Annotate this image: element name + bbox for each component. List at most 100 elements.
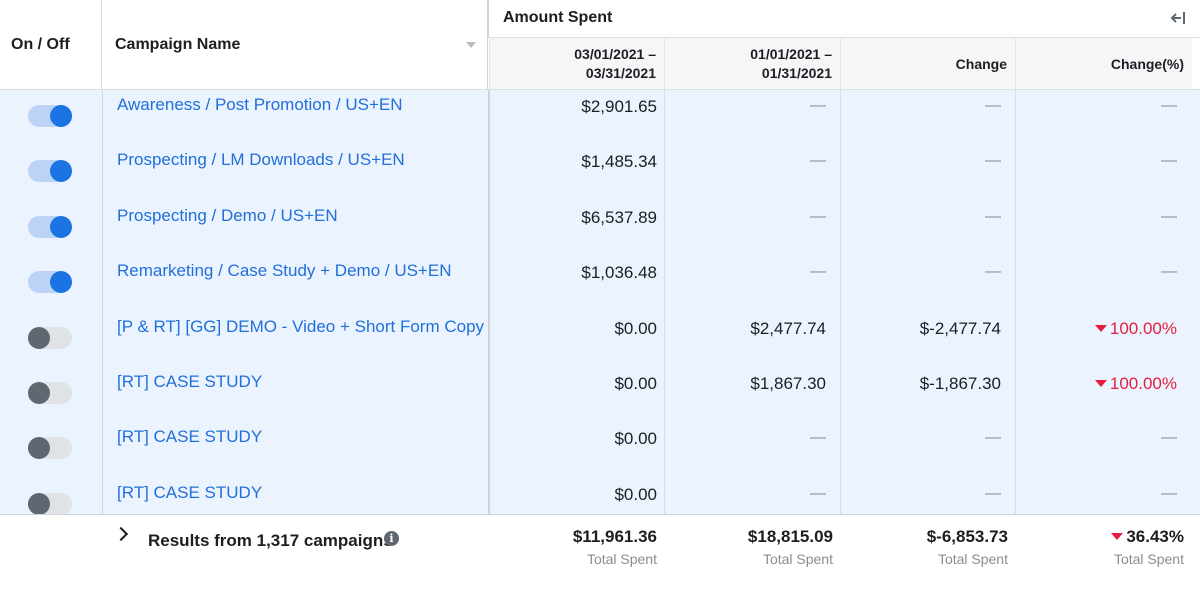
- campaign-toggle[interactable]: [28, 215, 72, 238]
- info-icon[interactable]: i: [384, 531, 399, 546]
- table-body: Awareness / Post Promotion / US+EN $2,901…: [0, 90, 1200, 514]
- toggle-knob: [50, 271, 72, 294]
- campaign-name-link[interactable]: [RT] CASE STUDY: [117, 482, 263, 502]
- amount-change-percent: —: [1161, 152, 1177, 170]
- amount-current: $0.00: [614, 484, 657, 504]
- amount-change-percent: —: [1161, 207, 1177, 225]
- column-divider: [1015, 90, 1016, 589]
- triangle-down-icon: [1094, 324, 1107, 332]
- header-current-period-start: 03/01/2021 –: [574, 46, 656, 62]
- campaign-name-link[interactable]: Remarketing / Case Study + Demo / US+EN: [117, 261, 452, 281]
- column-divider: [488, 90, 490, 589]
- header-on-off-label: On / Off: [11, 36, 70, 53]
- campaign-toggle[interactable]: [28, 271, 72, 294]
- amount-change: —: [985, 97, 1001, 114]
- amount-current: $1,485.34: [581, 152, 657, 172]
- amount-current: $0.00: [614, 429, 657, 449]
- amount-change: —: [985, 263, 1001, 281]
- collapse-left-icon[interactable]: [1170, 10, 1186, 26]
- amount-previous: —: [810, 207, 826, 225]
- amount-current: $0.00: [614, 318, 657, 338]
- amount-current: $2,901.65: [581, 97, 657, 116]
- sort-caret-icon[interactable]: [466, 42, 476, 48]
- header-previous-period-start: 01/01/2021 –: [750, 46, 832, 62]
- column-divider: [102, 90, 103, 589]
- triangle-down-icon: [1111, 533, 1124, 540]
- header-previous-period-end: 01/31/2021: [761, 65, 832, 81]
- header-change[interactable]: Change: [840, 38, 1015, 90]
- amount-change: —: [985, 207, 1001, 225]
- amount-current: $6,537.89: [581, 207, 657, 227]
- toggle-knob: [28, 437, 50, 460]
- table-row[interactable]: [P & RT] [GG] DEMO - Video + Short Form …: [0, 312, 1200, 367]
- campaign-toggle[interactable]: [28, 437, 72, 460]
- amount-previous: —: [810, 97, 826, 114]
- table-row[interactable]: Prospecting / LM Downloads / US+EN $1,485…: [0, 145, 1200, 200]
- amount-change: —: [985, 429, 1001, 447]
- header-change-percent-label: Change(%): [1110, 56, 1184, 72]
- amount-change-percent: —: [1161, 263, 1177, 281]
- campaign-name-link[interactable]: Prospecting / LM Downloads / US+EN: [117, 150, 405, 170]
- column-divider: [664, 90, 665, 589]
- table-footer: Results from 1,317 campaigns i $11,961.3…: [0, 514, 1200, 589]
- column-group-title: Amount Spent: [503, 9, 613, 26]
- amount-previous: $1,867.30: [750, 374, 826, 393]
- table-row[interactable]: Awareness / Post Promotion / US+EN $2,901…: [0, 90, 1200, 145]
- column-group-amount-spent: Amount Spent: [488, 0, 1200, 38]
- amount-change-percent: 100.00%: [1094, 374, 1177, 394]
- amount-change: —: [985, 152, 1001, 170]
- amount-change-percent: —: [1161, 97, 1177, 114]
- amount-change-percent: 100.00%: [1094, 318, 1177, 339]
- toggle-knob: [50, 160, 72, 183]
- amount-change: $-2,477.74: [919, 318, 1001, 338]
- campaign-name-link[interactable]: [RT] CASE STUDY: [117, 372, 263, 391]
- header-change-label: Change: [955, 56, 1007, 72]
- campaign-name-link[interactable]: Awareness / Post Promotion / US+EN: [117, 95, 403, 114]
- campaign-toggle[interactable]: [28, 160, 72, 183]
- amount-change-percent: —: [1161, 429, 1177, 447]
- total-change-label: Total Spent: [937, 551, 1008, 567]
- total-change-percent-value: 36.43%: [1126, 527, 1184, 546]
- toggle-knob: [50, 215, 72, 238]
- total-change-percent: 36.43%: [1111, 527, 1184, 547]
- amount-previous: —: [810, 263, 826, 281]
- header-campaign-name[interactable]: Campaign Name: [102, 0, 488, 90]
- amount-previous: —: [810, 152, 826, 170]
- total-current-label: Total Spent: [586, 551, 657, 567]
- table-row[interactable]: [RT] CASE STUDY $0.00 $1,867.30 $-1,867.30 1…: [0, 367, 1200, 422]
- triangle-down-icon: [1094, 380, 1107, 387]
- total-current: $11,961.36: [572, 527, 657, 546]
- campaign-name-link[interactable]: [P & RT] [GG] DEMO - Video + Short Form …: [117, 316, 485, 336]
- header-current-period[interactable]: 03/01/2021 – 03/31/2021: [489, 38, 664, 90]
- campaign-toggle[interactable]: [28, 105, 72, 127]
- campaign-name-link[interactable]: [RT] CASE STUDY: [117, 427, 263, 447]
- campaign-toggle[interactable]: [28, 492, 72, 514]
- amount-previous: —: [810, 484, 826, 502]
- header-current-period-end: 03/31/2021: [585, 65, 656, 81]
- campaign-toggle[interactable]: [28, 326, 72, 349]
- toggle-knob: [28, 382, 50, 404]
- amount-previous: $2,477.74: [750, 318, 826, 338]
- header-campaign-name-label: Campaign Name: [115, 36, 241, 53]
- table-row[interactable]: Prospecting / Demo / US+EN $6,537.89 — — —: [0, 201, 1200, 256]
- header-previous-period[interactable]: 01/01/2021 – 01/31/2021: [664, 38, 840, 90]
- chevron-right-icon[interactable]: [113, 526, 129, 542]
- change-percent-value: 100.00%: [1109, 374, 1177, 393]
- total-change: $-6,853.73: [926, 527, 1008, 546]
- amount-current: $0.00: [614, 374, 657, 393]
- table-row[interactable]: [RT] CASE STUDY $0.00 — — —: [0, 478, 1200, 514]
- campaign-toggle[interactable]: [28, 382, 72, 404]
- header-change-percent[interactable]: Change(%): [1015, 38, 1192, 90]
- change-percent-value: 100.00%: [1109, 318, 1177, 338]
- total-previous: $18,815.09: [747, 527, 833, 546]
- toggle-knob: [50, 105, 72, 127]
- toggle-knob: [28, 326, 50, 349]
- table-row[interactable]: Remarketing / Case Study + Demo / US+EN $…: [0, 256, 1200, 311]
- amount-current: $1,036.48: [581, 263, 657, 283]
- table-row[interactable]: [RT] CASE STUDY $0.00 — — —: [0, 422, 1200, 477]
- amount-previous: —: [810, 429, 826, 447]
- campaign-name-link[interactable]: Prospecting / Demo / US+EN: [117, 205, 338, 225]
- column-divider: [840, 90, 841, 589]
- header-on-off: On / Off: [0, 0, 102, 90]
